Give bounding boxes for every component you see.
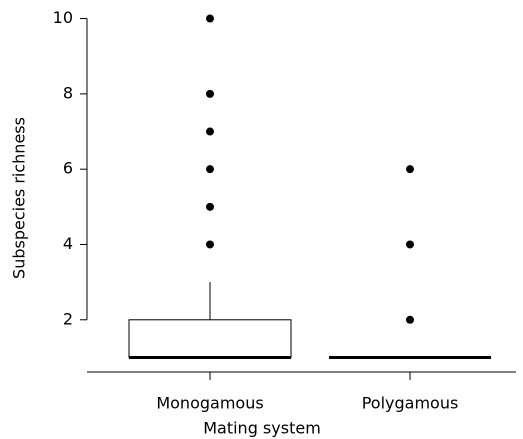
- outlier: [406, 315, 414, 324]
- outlier: [206, 14, 214, 23]
- y-tick-label: 6: [63, 159, 73, 178]
- outlier: [206, 202, 214, 211]
- outlier: [206, 165, 214, 174]
- x-axis-title: Mating system: [203, 419, 321, 438]
- outlier: [406, 165, 414, 174]
- y-axis-title: Subspecies richness: [10, 117, 29, 279]
- box: [128, 319, 292, 358]
- y-tick-label: 10: [53, 8, 73, 27]
- y-tick-label: 4: [63, 234, 73, 253]
- outlier: [206, 89, 214, 98]
- outlier: [206, 240, 214, 249]
- y-tick-label: 2: [63, 309, 73, 328]
- outlier: [206, 127, 214, 136]
- y-tick-label: 8: [63, 83, 73, 102]
- x-tick-label: Monogamous: [156, 394, 263, 413]
- x-tick-label: Polygamous: [362, 394, 459, 413]
- outlier: [406, 240, 414, 249]
